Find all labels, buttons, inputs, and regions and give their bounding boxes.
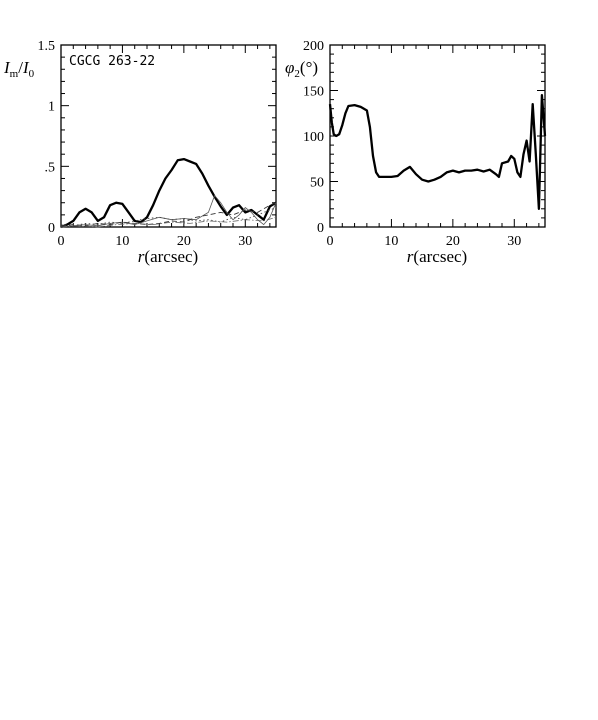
x-axis-symbol: r (407, 247, 414, 266)
tick-labels: 0 10 20 30 0 .5 1 1.5 (38, 39, 253, 249)
tick-labels: 0 10 20 30 0 50 100 150 200 (303, 39, 521, 249)
series-line-dotted (60, 207, 277, 227)
y-tick-label: 1 (48, 100, 55, 115)
series-line-thick (328, 93, 547, 210)
x-tick-label: 20 (446, 234, 460, 249)
y-tick-label: 1.5 (38, 39, 56, 54)
y-axis-symbol: φ (285, 58, 294, 77)
series-line-thin (60, 194, 277, 228)
y-axis-denominator: I (22, 58, 30, 77)
plot-frame (60, 44, 277, 228)
x-axis-label: r(arcsec) (138, 247, 198, 266)
y-axis-label: φ2(°) (285, 58, 318, 80)
y-axis-label: Im/I0 (3, 58, 35, 80)
y-axis-symbol: I (3, 58, 11, 77)
galaxy-annotation: CGCG 263-22 (69, 54, 155, 69)
series-line-thick (60, 157, 277, 229)
y-axis-unit: (°) (300, 58, 318, 77)
y-axis-denominator-subscript: 0 (29, 68, 35, 80)
x-tick-label: 10 (115, 234, 129, 249)
y-tick-label: 200 (303, 39, 324, 54)
panel-amplitude-ratio: 0 10 20 30 0 .5 1 1.5 CGCG 263-22 r(arcsec) Im/… (3, 39, 277, 266)
y-tick-label: 50 (310, 176, 324, 191)
panel-phase-angle: 0 10 20 30 0 50 100 150 200 r(arcsec) φ2(°) (285, 39, 547, 266)
x-axis-unit: (arcsec) (144, 247, 198, 266)
tick-marks (60, 44, 276, 228)
series-group (60, 157, 277, 229)
x-axis-symbol: r (138, 247, 145, 266)
x-axis-label: r(arcsec) (407, 247, 467, 266)
plot-frame (329, 44, 546, 228)
y-axis-subscript: 2 (294, 68, 300, 80)
y-tick-label: 0 (317, 221, 324, 236)
series-group (328, 93, 547, 210)
x-axis-unit: (arcsec) (413, 247, 467, 266)
y-axis-separator: / (18, 58, 23, 77)
y-tick-label: 150 (303, 85, 324, 100)
x-tick-label: 10 (384, 234, 398, 249)
x-tick-label: 30 (507, 234, 521, 249)
y-axis-subscript: m (10, 68, 19, 80)
x-tick-label: 30 (238, 234, 252, 249)
x-tick-label: 0 (58, 234, 65, 249)
y-tick-label: .5 (45, 160, 56, 175)
y-tick-label: 0 (48, 221, 55, 236)
tick-marks (329, 44, 545, 228)
x-tick-label: 0 (327, 234, 334, 249)
series-line-dashdot (60, 216, 277, 228)
x-tick-label: 20 (177, 234, 191, 249)
series-line-dashed (60, 202, 277, 227)
y-tick-label: 100 (303, 130, 324, 145)
